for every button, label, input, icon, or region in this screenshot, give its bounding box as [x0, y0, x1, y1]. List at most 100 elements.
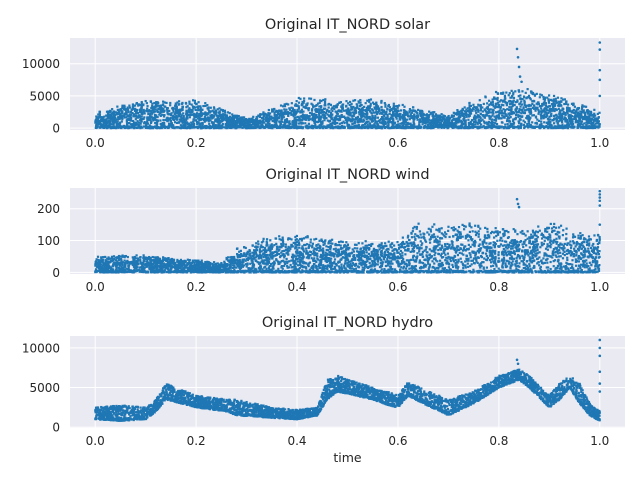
scatter-point	[128, 114, 131, 117]
scatter-point	[432, 126, 435, 130]
scatter-point	[523, 100, 526, 104]
scatter-point	[477, 103, 480, 106]
scatter-point	[164, 118, 167, 122]
scatter-point	[402, 118, 405, 121]
scatter-point	[137, 126, 140, 129]
scatter-point	[208, 122, 211, 125]
scatter-point	[112, 125, 116, 128]
scatter-point	[248, 121, 252, 124]
scatter-point	[293, 119, 296, 122]
scatter-point	[481, 118, 484, 121]
scatter-point	[296, 115, 299, 118]
scatter-point	[529, 107, 532, 110]
scatter-point	[275, 245, 279, 248]
scatter-point	[207, 108, 210, 111]
scatter-point	[344, 267, 347, 270]
scatter-point	[210, 114, 213, 117]
scatter-point	[488, 108, 492, 111]
scatter-point	[524, 91, 527, 94]
scatter-point	[199, 118, 202, 121]
scatter-point	[363, 109, 366, 112]
scatter-point	[104, 123, 107, 126]
scatter-point	[120, 115, 123, 118]
scatter-point	[280, 112, 283, 116]
scatter-point	[208, 126, 211, 129]
scatter-point	[140, 102, 143, 105]
scatter-point	[333, 107, 336, 111]
scatter-point	[243, 121, 246, 124]
scatter-point	[404, 118, 407, 122]
scatter-point	[270, 124, 273, 127]
scatter-point	[414, 125, 417, 128]
scatter-point	[290, 102, 293, 105]
scatter-point	[179, 108, 182, 111]
scatter-point	[576, 123, 580, 127]
scatter-point	[494, 102, 497, 106]
scatter-point	[267, 113, 271, 117]
scatter-point	[491, 100, 494, 104]
scatter-point	[435, 119, 438, 122]
scatter-point	[162, 107, 165, 111]
scatter-point	[105, 110, 109, 113]
scatter-point	[417, 108, 420, 112]
scatter-point	[119, 108, 122, 111]
scatter-point	[561, 123, 564, 126]
scatter-point	[371, 124, 374, 127]
scatter-point	[366, 112, 369, 115]
scatter-point	[453, 247, 457, 250]
scatter-point	[481, 114, 484, 117]
scatter-series-wind	[94, 189, 602, 274]
scatter-point	[301, 266, 304, 269]
scatter-point	[420, 109, 424, 113]
scatter-point	[557, 120, 560, 123]
scatter-point	[203, 115, 207, 119]
scatter-point	[237, 114, 240, 118]
scatter-point	[394, 105, 397, 108]
scatter-point	[416, 118, 419, 121]
scatter-point	[376, 111, 379, 114]
scatter-point	[347, 119, 350, 122]
scatter-point	[170, 123, 173, 126]
scatter-point	[519, 105, 522, 108]
scatter-point	[542, 101, 545, 105]
scatter-point	[376, 253, 380, 256]
scatter-point	[195, 125, 198, 129]
scatter-point	[562, 249, 565, 252]
scatter-point	[454, 118, 457, 121]
scatter-point	[200, 125, 203, 128]
scatter-point	[471, 123, 474, 126]
scatter-point	[173, 112, 176, 115]
scatter-point	[149, 100, 153, 103]
scatter-point	[483, 257, 486, 260]
scatter-point	[590, 117, 594, 120]
scatter-point	[134, 109, 137, 112]
scatter-point	[419, 120, 422, 124]
scatter-point	[343, 115, 346, 118]
outlier-point	[518, 75, 522, 78]
scatter-point	[118, 117, 121, 120]
scatter-point	[438, 116, 441, 119]
scatter-point	[226, 126, 229, 130]
scatter-point	[547, 101, 551, 104]
scatter-point	[120, 109, 123, 112]
scatter-point	[410, 124, 413, 127]
scatter-point	[527, 254, 530, 257]
scatter-point	[438, 114, 442, 117]
scatter-point	[402, 267, 405, 270]
scatter-point	[343, 125, 346, 128]
scatter-point	[547, 111, 550, 115]
scatter-point	[564, 118, 567, 121]
scatter-point	[502, 115, 506, 118]
scatter-point	[271, 108, 274, 111]
scatter-point	[291, 113, 294, 116]
scatter-point	[125, 110, 128, 113]
scatter-point	[474, 119, 477, 122]
scatter-point	[193, 122, 196, 125]
scatter-point	[161, 113, 164, 116]
scatter-point	[581, 126, 584, 129]
scatter-point	[301, 126, 305, 129]
scatter-point	[153, 105, 156, 108]
scatter-point	[547, 100, 551, 103]
x-tick-label: 0.0	[86, 280, 105, 294]
scatter-point	[235, 125, 238, 128]
